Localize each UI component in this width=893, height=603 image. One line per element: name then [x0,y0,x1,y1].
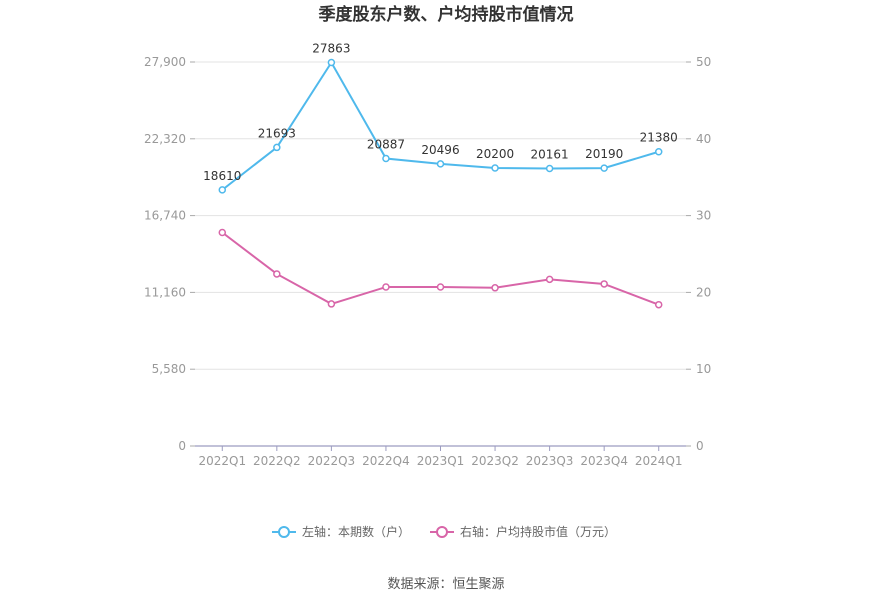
grid [195,61,686,370]
x-axis-tick-label: 2022Q2 [253,454,301,468]
right-axis-tick-label: 40 [696,132,711,146]
data-point[interactable] [491,284,499,292]
left-axis-tick-label: 27,900 [144,55,186,69]
right-axis-tick-label: 50 [696,55,711,69]
x-axis-tick-label: 2023Q4 [580,454,628,468]
data-label: 21380 [640,131,678,145]
right-axis-tick-label: 20 [696,285,711,299]
x-axis-tick-label: 2024Q1 [635,454,683,468]
left-axis-tick-label: 22,320 [144,132,186,146]
data-label: 20496 [421,143,459,157]
data-point[interactable] [327,300,336,308]
data-label: 27863 [312,42,350,56]
data-point[interactable] [545,275,554,284]
left-axis-tick-label: 5,580 [152,362,186,376]
legend[interactable]: 左轴：本期数（户） 右轴：户均持股市值（万元） [272,524,616,539]
data-point[interactable] [218,186,227,194]
x-axis-tick-label: 2022Q1 [198,454,246,468]
data-point[interactable] [327,58,336,67]
data-label: 20200 [476,147,514,161]
chart-title: 季度股东户数、户均持股市值情况 [319,4,574,25]
series-line-1 [221,231,660,306]
x-axis-tick-label: 2022Q3 [308,454,356,468]
axes: 0 5,580 11,160 16,740 22,320 27,900 0 10 20 30 40 5… [144,55,711,468]
legend-marker [278,526,290,538]
data-point[interactable] [382,154,390,163]
data-point[interactable] [436,283,445,291]
left-axis-tick-label: 16,740 [144,209,186,223]
legend-label: 右轴：户均持股市值（万元） [460,524,616,539]
right-axis-tick-label: 10 [696,362,711,376]
data-point[interactable] [218,228,227,237]
data-label: 20887 [367,138,405,152]
x-axis-tick-label: 2023Q1 [417,454,465,468]
data-label: 18610 [203,169,241,183]
left-axis-tick-label: 11,160 [144,285,186,299]
data-point[interactable] [273,270,281,278]
data-point[interactable] [382,283,390,291]
data-point[interactable] [273,143,281,152]
x-axis-tick-label: 2023Q3 [526,454,574,468]
legend-label: 左轴：本期数（户） [302,524,410,539]
data-point[interactable] [436,160,445,168]
data-label: 20161 [531,148,569,162]
x-axis-tick-label: 2022Q4 [362,454,410,468]
legend-item-0[interactable]: 左轴：本期数（户） [272,524,410,539]
left-axis-tick-label: 0 [178,439,186,453]
data-point[interactable] [654,147,663,156]
right-axis-tick-label: 0 [696,439,704,453]
legend-item-1[interactable]: 右轴：户均持股市值（万元） [430,524,616,539]
legend-marker [436,526,448,538]
x-axis-tick-label: 2023Q2 [471,454,519,468]
data-point[interactable] [600,164,608,172]
data-point[interactable] [600,280,608,288]
right-axis-tick-label: 30 [696,209,711,223]
data-label: 21693 [258,126,296,140]
data-point[interactable] [545,164,554,173]
data-point[interactable] [491,164,499,172]
data-source: 数据来源：恒生聚源 [387,577,504,592]
data-label: 20190 [585,147,623,161]
plot-area: 18610 21693 27863 20887 20496 20200 20161 20190… [203,42,678,309]
data-point[interactable] [654,300,663,309]
